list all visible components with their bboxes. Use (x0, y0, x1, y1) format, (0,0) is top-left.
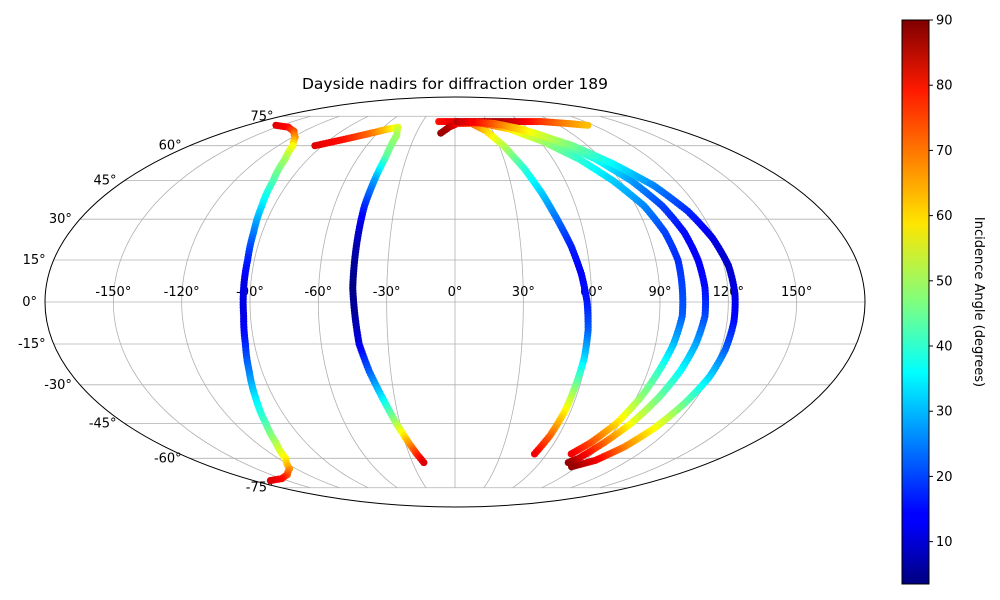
lat-tick-label: 75° (250, 109, 273, 124)
data-point (266, 476, 275, 485)
lat-tick-label: -30° (44, 378, 72, 393)
lat-tick-label: 30° (49, 212, 72, 227)
data-point (567, 463, 576, 471)
lon-tick-label: -120° (164, 285, 200, 300)
lon-tick-label: -30° (373, 285, 401, 300)
colorbar-tick-label: 30 (936, 405, 953, 420)
map-outline (44, 96, 866, 508)
colorbar-tick-label: 10 (936, 535, 953, 550)
data-point (584, 121, 592, 129)
lon-grid-line (599, 115, 798, 489)
colorbar-tick-label: 20 (936, 470, 953, 485)
lat-tick-label: 45° (94, 174, 117, 189)
lon-tick-label: 120° (713, 285, 744, 300)
lon-grid-line (483, 116, 524, 488)
lat-tick-label: -75° (246, 481, 274, 496)
lon-grid-line (112, 115, 311, 489)
lat-tick-label: -45° (89, 416, 117, 431)
colorbar-label: Incidence Angle (degrees) (971, 217, 986, 387)
lon-grid-line (181, 115, 340, 489)
lat-tick-label: 60° (159, 139, 182, 154)
lon-grid-line (249, 115, 369, 489)
lon-tick-labels: -150° -120° -90° -60° -30° 0° 30° 60° 90° 120° 150… (95, 285, 812, 300)
lon-tick-label: 0° (448, 285, 463, 300)
colorbar (901, 19, 930, 585)
colorbar-tick-label: 40 (936, 340, 953, 355)
lat-tick-label: -15° (18, 337, 46, 352)
lat-tick-labels: -75° -60° -45° -30° -15° 0° 15° 30° 45° 60° 75° (18, 109, 274, 495)
lon-tick-label: -60° (304, 285, 332, 300)
grid-lines (45, 115, 865, 489)
lon-tick-label: 30° (512, 285, 535, 300)
lon-tick-label: 90° (648, 285, 671, 300)
data-point (530, 450, 539, 458)
lat-tick-label: 15° (23, 253, 46, 268)
lat-tick-label: -60° (154, 451, 182, 466)
lon-tick-label: -150° (95, 285, 131, 300)
colorbar-tick-label: 90 (936, 14, 953, 29)
chart-title: Dayside nadirs for diffraction order 189 (302, 75, 608, 93)
lat-tick-label: 0° (22, 295, 37, 310)
lon-grid-line (317, 115, 398, 489)
data-point (420, 458, 428, 467)
colorbar-ticks: 10 20 30 40 50 60 70 80 90 (929, 14, 953, 550)
data-point (567, 450, 575, 458)
colorbar-tick-label: 50 (936, 274, 953, 289)
lon-tick-label: 150° (781, 285, 812, 300)
scatter-points (239, 117, 739, 485)
colorbar-tick-label: 80 (936, 79, 953, 94)
lon-grid-line (570, 115, 729, 489)
lon-grid-line (512, 115, 593, 489)
colorbar-tick-label: 70 (936, 144, 953, 159)
colorbar-tick-label: 60 (936, 209, 953, 224)
